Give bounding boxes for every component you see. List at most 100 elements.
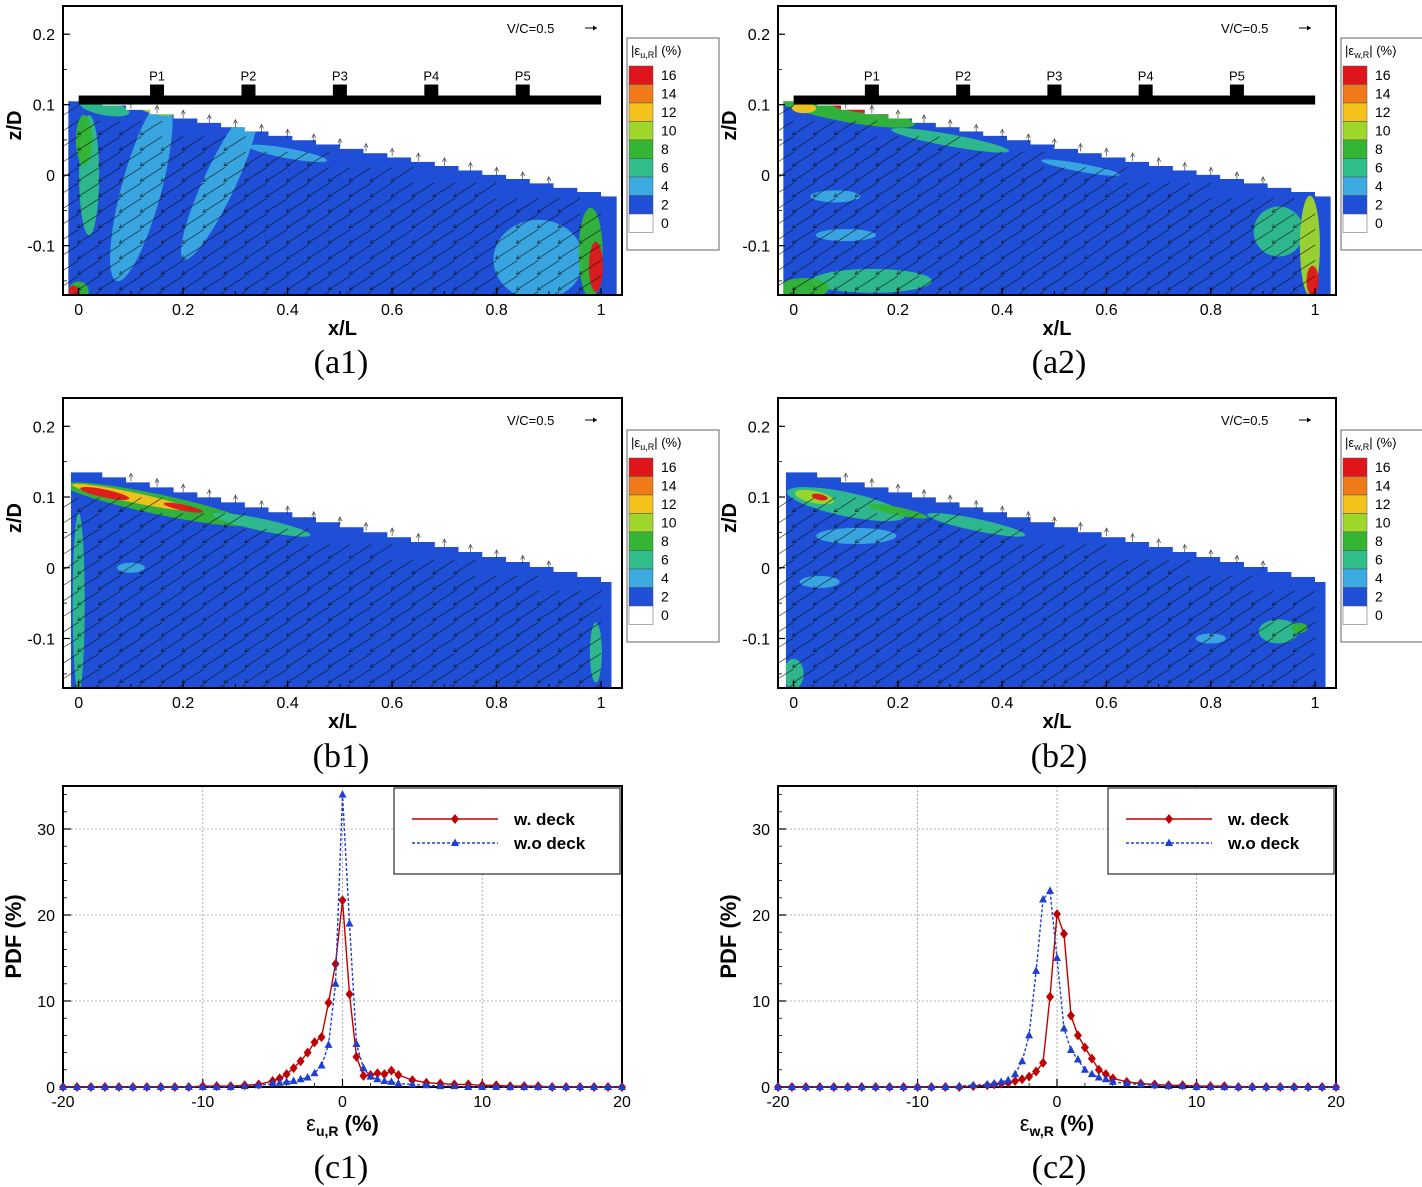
vector [912,684,919,688]
vector-head [772,193,776,197]
vector-head [1000,270,1006,275]
vector [432,244,456,260]
vector [980,559,1003,575]
vector [369,229,393,244]
vector [365,684,372,688]
vector [1042,198,1066,213]
vector [349,559,372,575]
legend-label: w. deck [513,810,575,829]
vector [1000,590,1024,606]
vector [93,291,100,295]
vector [896,198,919,213]
vector [778,528,794,540]
colorbar-swatch [628,158,654,178]
vector-head [1105,255,1110,260]
vector-head [1063,554,1068,559]
data-point [352,1039,361,1047]
colorbar-swatch [1342,84,1368,104]
colorbar-label: 16 [1375,459,1391,475]
surface-vector-head [1078,142,1083,148]
vector-head [1042,663,1047,668]
vector-head [286,177,291,182]
vector-head [1230,617,1235,622]
vector-head [244,286,249,291]
vector-head [854,585,860,590]
vector-head [1188,239,1193,244]
vector [959,244,982,260]
vector [286,275,309,291]
vector [938,198,961,213]
panel-b1: V/C=0.50 0.2 0.4 0.6 0.8 1-0.100.10.2x/Lz/D|ε… [4,397,720,733]
vector [792,275,815,291]
vector-head [286,585,291,590]
vector [854,151,878,167]
vector [202,637,226,653]
x-tick-label: 0.6 [1095,302,1117,319]
vector [181,260,205,275]
vector-head [223,539,228,544]
y-tick-label: 0.2 [33,27,55,44]
vector-head [1105,632,1110,637]
vector-head [369,286,375,291]
vector [307,260,330,275]
vector-head [474,663,479,668]
vector [453,606,476,621]
vector [1209,668,1232,684]
vector [1225,684,1232,688]
vector-head [57,602,61,606]
vector-head [139,663,145,668]
data-point [1087,1053,1096,1064]
vector-head [516,585,521,590]
vector [1292,244,1316,260]
vector-head [792,508,797,513]
vector [1063,668,1086,684]
vector-head [896,648,901,653]
vector-head [938,523,943,528]
vector [959,229,982,244]
vector-head [1084,177,1089,182]
vector-head [959,601,964,606]
vector-head [98,270,103,275]
data-point [282,1069,291,1080]
surface-vector-head [285,505,290,511]
vector-head [959,648,964,653]
vector [1105,182,1128,198]
vector [854,653,878,668]
deck-bar [78,95,602,105]
vector-head [119,695,123,699]
vector-head [938,224,943,229]
vector [239,291,247,295]
vector-head [1042,177,1047,182]
vector [959,575,982,590]
vector [202,167,226,182]
vector [72,291,79,295]
vector-head [223,585,228,590]
vector [834,590,857,606]
vector-head [578,224,584,229]
vector [854,198,878,213]
vector-head [245,695,249,699]
vector [202,544,226,559]
vector-head [1271,679,1277,684]
vector-head [328,570,333,575]
data-point [801,1082,810,1090]
data-point [1192,1082,1201,1090]
data-point [422,1080,431,1089]
vector-head [1105,177,1110,182]
vector [1188,213,1212,229]
vector [406,291,414,295]
vector [778,590,794,602]
vector-head [917,648,922,653]
vector-head [1022,302,1026,306]
vector [854,260,878,275]
pile-label: P1 [864,69,880,84]
data-point [1248,1082,1257,1090]
colorbar-swatch [1342,213,1368,233]
vector-head [265,539,270,544]
vector [917,136,940,151]
vector [1105,668,1128,684]
vector [537,606,560,621]
data-point [240,1081,249,1090]
vector [202,590,226,606]
vector [1167,575,1191,590]
